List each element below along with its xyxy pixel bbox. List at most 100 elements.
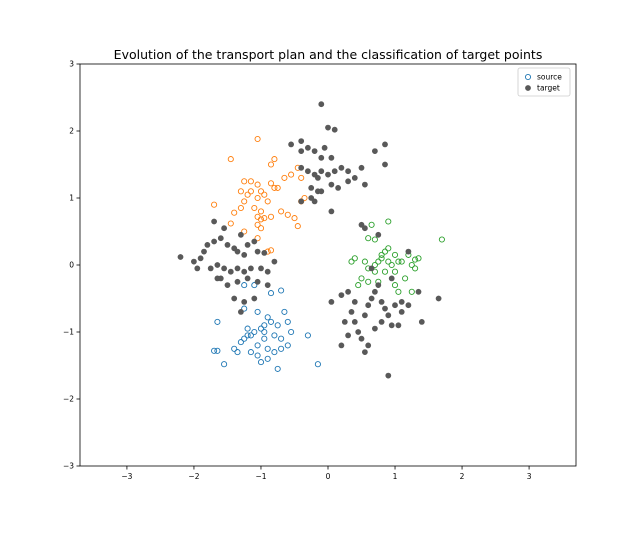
- target-point-3-90: [392, 302, 398, 309]
- target-point-3-104: [388, 322, 395, 329]
- source-point-1-43: [281, 174, 288, 181]
- target-point-3-25: [361, 181, 368, 188]
- source-point-0-0: [251, 328, 258, 336]
- target-point-3-3: [298, 138, 305, 144]
- source-point-2-16: [351, 255, 358, 262]
- source-point-2-33: [378, 251, 385, 258]
- target-point-3-62: [234, 278, 241, 285]
- source-point-0-29: [241, 282, 248, 289]
- source-point-0-14: [231, 345, 238, 352]
- source-point-2-0: [368, 221, 375, 228]
- x-tick-label: 3: [527, 472, 532, 481]
- target-point-3-84: [368, 295, 375, 302]
- target-point-3-43: [224, 241, 231, 248]
- target-point-3-40: [204, 241, 211, 248]
- source-point-0-5: [274, 322, 281, 329]
- target-point-3-105: [395, 322, 402, 329]
- y-tick-label: −2: [63, 395, 74, 404]
- source-point-2-15: [412, 265, 419, 272]
- target-point-3-32: [311, 198, 318, 205]
- source-point-2-32: [402, 275, 409, 282]
- target-point-3-112: [388, 275, 395, 282]
- source-point-0-38: [247, 349, 254, 356]
- target-point-3-61: [224, 282, 231, 288]
- target-point-3-7: [311, 148, 318, 154]
- target-point-3-85: [371, 288, 378, 295]
- y-tick-label: 0: [69, 261, 74, 270]
- target-point-3-21: [338, 164, 345, 171]
- source-point-0-6: [237, 339, 244, 346]
- target-point-3-14: [298, 164, 305, 171]
- target-point-3-51: [271, 258, 278, 265]
- target-point-3-5: [298, 148, 305, 154]
- target-point-3-86: [375, 282, 382, 288]
- target-point-3-91: [398, 298, 405, 305]
- source-point-2-6: [391, 251, 399, 258]
- source-point-1-22: [251, 204, 258, 212]
- target-point-3-97: [365, 342, 372, 349]
- target-point-3-47: [244, 241, 251, 248]
- source-point-0-26: [214, 347, 221, 354]
- target-point-3-11: [371, 148, 378, 154]
- target-point-3-106: [385, 372, 392, 379]
- legend-label-target: target: [537, 84, 560, 93]
- target-point-3-37: [190, 258, 197, 265]
- target-point-3-75: [214, 275, 221, 282]
- target-point-3-64: [254, 278, 261, 285]
- target-point-3-111: [368, 265, 375, 272]
- source-point-2-5: [385, 245, 392, 252]
- source-point-2-22: [391, 268, 399, 275]
- source-point-1-25: [284, 211, 291, 218]
- target-point-3-49: [254, 248, 261, 255]
- target-point-3-28: [328, 181, 335, 188]
- target-point-3-80: [341, 318, 348, 325]
- target-point-3-70: [211, 218, 217, 225]
- source-point-0-21: [284, 318, 291, 325]
- source-point-0-30: [251, 282, 258, 289]
- target-point-3-68: [251, 295, 258, 302]
- x-tick-label: −3: [121, 472, 132, 481]
- target-point-3-66: [231, 295, 238, 302]
- target-point-3-56: [241, 268, 248, 275]
- target-point-3-45: [234, 248, 241, 255]
- source-point-0-19: [284, 342, 291, 349]
- source-point-1-23: [257, 208, 265, 215]
- target-point-3-24: [358, 164, 365, 171]
- target-point-3-101: [355, 329, 362, 335]
- target-point-3-89: [385, 312, 392, 319]
- source-point-0-36: [254, 308, 261, 315]
- source-point-2-13: [415, 255, 422, 262]
- source-point-2-24: [365, 278, 372, 285]
- x-tick-label: 2: [460, 472, 465, 481]
- target-point-3-69: [237, 308, 244, 315]
- y-tick-label: 2: [69, 127, 74, 136]
- target-point-3-88: [382, 305, 388, 312]
- source-point-2-4: [381, 248, 389, 255]
- source-point-1-16: [254, 194, 261, 202]
- target-point-3-79: [348, 308, 355, 315]
- target-point-3-93: [415, 288, 422, 295]
- source-point-2-30: [438, 236, 445, 243]
- legend-label-source: source: [537, 73, 562, 82]
- source-point-0-32: [278, 287, 285, 294]
- source-point-1-6: [254, 181, 261, 188]
- source-point-1-10: [288, 171, 295, 178]
- source-point-2-29: [408, 288, 415, 295]
- source-point-0-31: [267, 290, 275, 297]
- source-point-1-28: [227, 220, 234, 227]
- source-point-1-37: [294, 223, 301, 230]
- source-point-0-37: [271, 332, 278, 339]
- source-point-1-14: [237, 188, 244, 195]
- x-tick-label: 1: [393, 472, 398, 481]
- source-point-2-7: [378, 255, 385, 262]
- x-tick-label: 0: [326, 472, 331, 481]
- target-point-3-30: [345, 178, 351, 185]
- target-point-3-10: [328, 154, 335, 161]
- target-point-3-0: [318, 101, 325, 108]
- source-point-1-3: [267, 161, 275, 168]
- source-point-1-13: [211, 201, 218, 208]
- source-point-2-17: [361, 258, 368, 265]
- target-point-3-92: [405, 302, 412, 309]
- target-point-3-36: [177, 254, 184, 260]
